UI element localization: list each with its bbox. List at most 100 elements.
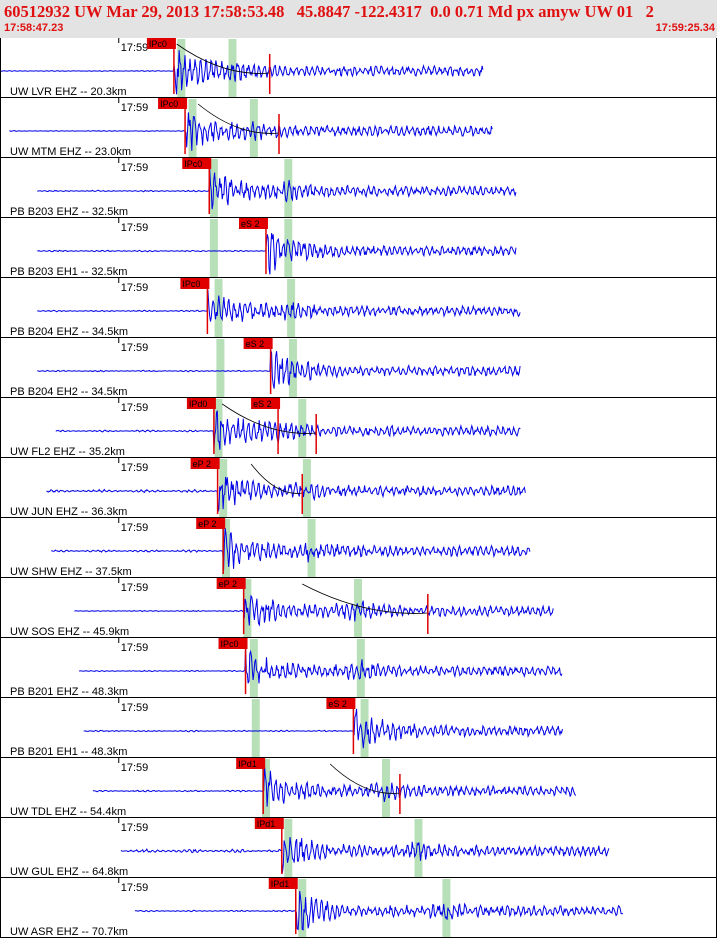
waveform-trace: [83, 708, 563, 749]
waveform-trace: [9, 112, 493, 151]
station-label: UW SHW EHZ -- 37.5km: [10, 566, 132, 578]
station-label: UW LVR EHZ -- 20.3km: [10, 86, 127, 98]
waveform-trace: [37, 289, 521, 322]
event-header: 60512932 UW Mar 29, 2013 17:58:53.48 45.…: [0, 0, 717, 38]
station-label: UW MTM EHZ -- 23.0km: [10, 146, 131, 158]
analysis-window: [288, 339, 297, 398]
phase-pick-tag: [236, 758, 266, 769]
minute-tick-label: 17:59: [121, 162, 149, 174]
station-label: UW FL2 EHZ -- 35.2km: [10, 446, 125, 458]
phase-pick-tag: [190, 458, 220, 469]
minute-tick-label: 17:59: [121, 42, 149, 54]
station-label: PB B203 EH1 -- 32.5km: [10, 266, 127, 278]
phase-pick-label: IPd1: [271, 879, 290, 889]
waveform-trace: [37, 166, 517, 210]
analysis-window: [298, 879, 307, 938]
station-label: UW JUN EHZ -- 36.3km: [10, 506, 127, 518]
phase-pick-label: eS 2: [246, 339, 265, 349]
coda-fit-curve: [222, 403, 317, 434]
phase-pick-tag: [243, 338, 273, 349]
station-label: PB B201 EHZ -- 48.3km: [10, 686, 128, 698]
minute-tick-label: 17:59: [121, 702, 149, 714]
phase-pick-label: IPc0: [184, 159, 202, 169]
minute-tick-label: 17:59: [121, 462, 149, 474]
analysis-window: [302, 459, 311, 518]
minute-tick-label: 17:59: [121, 102, 149, 114]
phase-pick-tag: [180, 278, 210, 289]
analysis-window: [209, 219, 218, 278]
phase-pick-label: IPc0: [160, 99, 178, 109]
waveform-trace: [37, 350, 521, 389]
analysis-window: [381, 759, 390, 818]
analysis-window: [219, 459, 228, 518]
phase-pick-label: eP 2: [193, 459, 211, 469]
phase-pick-tag: [326, 698, 356, 709]
station-label: PB B204 EHZ -- 34.5km: [10, 326, 128, 338]
minute-tick-label: 17:59: [121, 342, 149, 354]
minute-tick-label: 17:59: [121, 402, 149, 414]
phase-pick-label: IPc0: [221, 639, 239, 649]
minute-tick-label: 17:59: [121, 882, 149, 894]
phase-pick-label: eP 2: [219, 579, 237, 589]
phase-pick-label: IPc0: [149, 39, 167, 49]
minute-tick-label: 17:59: [121, 642, 149, 654]
phase-pick-tag: [268, 878, 298, 889]
waveform-trace: [134, 890, 624, 931]
analysis-window: [360, 699, 369, 758]
phase-pick-label: IPd1: [257, 819, 276, 829]
station-label: PB B201 EH1 -- 48.3km: [10, 746, 127, 758]
coda-fit-curve: [302, 583, 428, 614]
phase-pick-label: IPd1: [238, 759, 257, 769]
analysis-window: [214, 279, 223, 338]
minute-tick-label: 17:59: [121, 582, 149, 594]
analysis-window: [214, 399, 223, 458]
analysis-window: [442, 879, 451, 938]
station-label: UW GUL EHZ -- 64.8km: [10, 866, 128, 878]
phase-pick-tag: [254, 818, 284, 829]
waveform-trace: [55, 410, 521, 450]
analysis-window: [251, 699, 260, 758]
waveform-trace: [78, 647, 563, 684]
waveform-trace: [120, 836, 610, 873]
station-label: UW SOS EHZ -- 45.9km: [10, 626, 129, 638]
window-start-time: 17:58:47.23: [4, 22, 64, 34]
phase-pick-label: IPc0: [182, 279, 200, 289]
phase-pick-label: eS 2: [253, 399, 272, 409]
analysis-window: [261, 759, 270, 818]
coda-fit-curve: [329, 763, 400, 794]
analysis-window: [284, 819, 293, 878]
waveform-trace: [74, 594, 554, 627]
waveform-trace: [0, 50, 484, 95]
phase-pick-tag: [238, 218, 268, 229]
coda-fit-curve: [176, 43, 270, 74]
waveform-trace: [92, 766, 577, 807]
minute-tick-label: 17:59: [121, 822, 149, 834]
phase-pick-label: eS 2: [328, 699, 347, 709]
coda-fit-curve: [250, 463, 303, 494]
event-title: 60512932 UW Mar 29, 2013 17:58:53.48 45.…: [4, 2, 654, 21]
minute-tick-label: 17:59: [121, 222, 149, 234]
station-label: UW TDL EHZ -- 54.4km: [10, 806, 126, 818]
waveform-trace: [37, 233, 517, 275]
minute-tick-label: 17:59: [121, 522, 149, 534]
phase-pick-label: IPd0: [189, 399, 208, 409]
analysis-window: [216, 339, 225, 398]
phase-pick-tag: [251, 398, 281, 409]
phase-pick-tag: [196, 518, 226, 529]
phase-pick-label: eS 2: [241, 219, 260, 229]
phase-pick-tag: [216, 578, 246, 589]
waveform-trace: [46, 476, 526, 512]
station-label: UW ASR EHZ -- 70.7km: [10, 926, 128, 938]
waveform-trace: [51, 528, 531, 571]
phase-pick-tag: [158, 98, 188, 109]
analysis-window: [414, 819, 423, 878]
minute-tick-label: 17:59: [121, 282, 149, 294]
phase-pick-label: eP 2: [198, 519, 216, 529]
window-end-time: 17:59:25.34: [655, 22, 715, 34]
station-label: PB B204 EH2 -- 34.5km: [10, 386, 127, 398]
analysis-window: [221, 519, 230, 578]
minute-tick-label: 17:59: [121, 762, 149, 774]
phase-pick-tag: [182, 158, 212, 169]
